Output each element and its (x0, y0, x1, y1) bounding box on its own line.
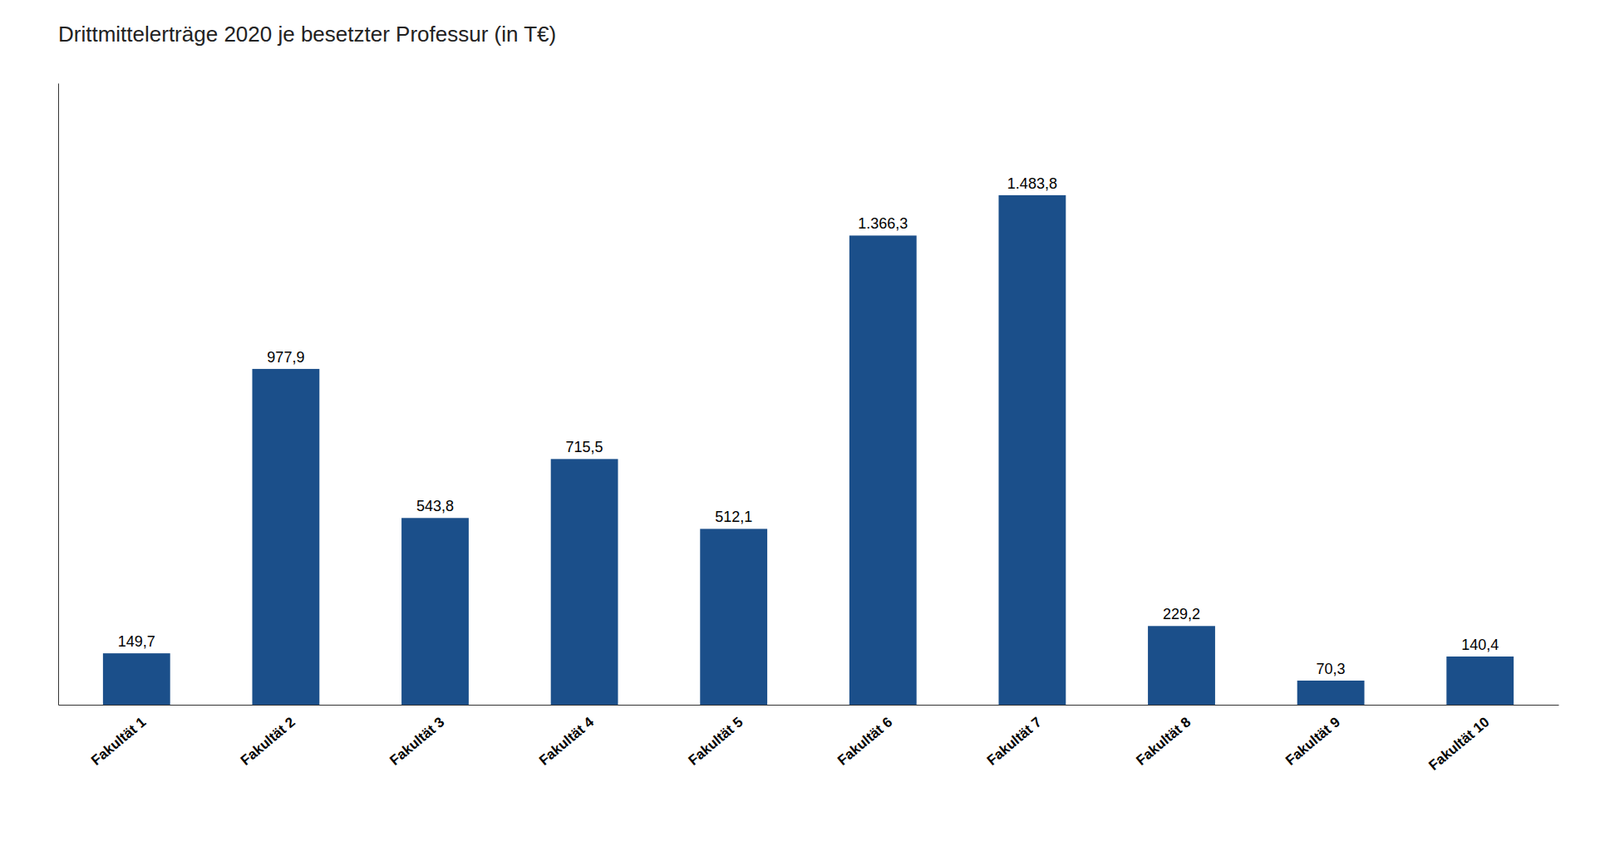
y-axis-line (58, 83, 60, 706)
x-tick-label: Fakultät 3 (386, 713, 448, 769)
chart-svg: Drittmittelerträge 2020 je besetzter Pro… (0, 0, 1600, 846)
x-tick: Fakultät 7 (984, 713, 1045, 769)
data-label: 1.366,3 (857, 215, 908, 232)
x-tick: Fakultät 3 (386, 713, 448, 769)
bar (998, 195, 1066, 705)
chart-title: Drittmittelerträge 2020 je besetzter Pro… (58, 21, 557, 47)
x-tick-label: Fakultät 8 (1132, 713, 1194, 769)
bar (251, 369, 320, 705)
x-tick-label: Fakultät 2 (237, 713, 299, 769)
x-tick: Fakultät 10 (1425, 713, 1492, 774)
bar (849, 235, 917, 705)
x-tick: Fakultät 9 (1282, 713, 1344, 769)
data-label: 140,4 (1461, 636, 1499, 654)
x-axis: Fakultät 1 Fakultät 2 Fakultät 3 Fakultät 4… (59, 705, 1560, 774)
bar (1297, 680, 1365, 705)
x-tick-label: Fakultät 4 (536, 713, 597, 769)
chart-container: Drittmittelerträge 2020 je besetzter Pro… (0, 0, 1600, 846)
data-labels: 149,7 977,9 543,8 715,5 512,1 1.366,3 1.483,8 2… (118, 175, 1499, 678)
x-axis-line (59, 704, 1560, 706)
data-label: 1.483,8 (1007, 175, 1058, 192)
bar (1446, 656, 1514, 705)
x-tick: Fakultät 4 (536, 713, 597, 769)
bar (1147, 625, 1216, 705)
data-label: 70,3 (1316, 660, 1346, 678)
bar (699, 528, 768, 705)
x-tick: Fakultät 5 (685, 713, 747, 769)
data-label: 512,1 (714, 508, 753, 526)
bar (103, 653, 171, 705)
x-tick-label: Fakultät 9 (1282, 713, 1344, 769)
data-label: 977,9 (266, 349, 305, 366)
x-tick-label: Fakultät 7 (984, 713, 1045, 769)
data-label: 543,8 (416, 497, 454, 515)
data-label: 229,2 (1162, 605, 1201, 623)
data-label: 715,5 (566, 438, 604, 456)
x-tick-label: Fakultät 5 (685, 713, 747, 769)
x-tick-label: Fakultät 1 (88, 713, 149, 769)
y-axis (58, 83, 60, 706)
x-tick-label: Fakultät 6 (834, 713, 896, 769)
bar (551, 458, 619, 705)
x-tick: Fakultät 6 (834, 713, 896, 769)
x-tick-label: Fakultät 10 (1425, 713, 1492, 774)
x-tick: Fakultät 2 (237, 713, 299, 769)
bars (103, 195, 1514, 705)
x-tick: Fakultät 8 (1132, 713, 1194, 769)
bar (401, 517, 469, 705)
x-tick: Fakultät 1 (88, 713, 149, 769)
plot-area: 149,7 977,9 543,8 715,5 512,1 1.366,3 1.483,8 2… (59, 83, 1560, 774)
data-label: 149,7 (118, 633, 156, 650)
